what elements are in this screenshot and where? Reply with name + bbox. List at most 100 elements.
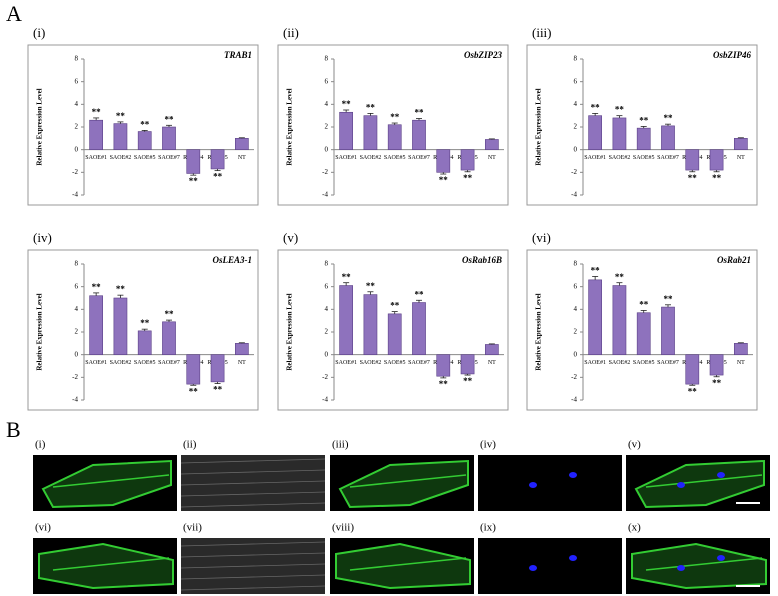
image-label: (vii) bbox=[183, 522, 202, 534]
x-tick-label: NT bbox=[737, 155, 745, 161]
image-label: (iii) bbox=[332, 439, 349, 451]
significance: ** bbox=[92, 282, 102, 292]
chart-label: (i) bbox=[33, 25, 45, 40]
y-tick-label: 4 bbox=[75, 305, 79, 313]
cell-outline bbox=[38, 542, 174, 590]
bar bbox=[162, 126, 176, 150]
significance: ** bbox=[189, 176, 199, 186]
y-axis-label: Relative Expression Level bbox=[286, 88, 294, 165]
cell-wall bbox=[180, 541, 326, 547]
panel-label: A bbox=[6, 1, 22, 26]
y-tick-label: 0 bbox=[325, 350, 329, 358]
significance: ** bbox=[688, 173, 698, 183]
significance: ** bbox=[390, 112, 400, 122]
x-tick-label: NT bbox=[238, 155, 246, 161]
y-tick-label: -2 bbox=[72, 373, 78, 381]
cell-wall bbox=[180, 480, 326, 486]
y-tick-label: 8 bbox=[574, 55, 578, 63]
y-tick-label: -2 bbox=[571, 373, 577, 381]
cell-wall bbox=[52, 557, 170, 571]
bar bbox=[363, 115, 378, 150]
y-tick-label: -2 bbox=[571, 168, 577, 176]
x-tick-label: SAOE#2 bbox=[609, 360, 631, 366]
cell-outline bbox=[338, 459, 469, 509]
significance: ** bbox=[463, 173, 473, 183]
x-tick-label: SAOE#7 bbox=[158, 155, 180, 161]
x-tick-label: SAOE#2 bbox=[110, 155, 132, 161]
x-tick-label: SAOE#2 bbox=[360, 155, 382, 161]
y-tick-label: -4 bbox=[571, 191, 577, 199]
significance: ** bbox=[591, 102, 601, 112]
chart-label: (ii) bbox=[283, 25, 299, 40]
cell-outline bbox=[41, 459, 172, 509]
significance: ** bbox=[415, 108, 425, 118]
y-tick-label: -4 bbox=[72, 191, 78, 199]
panel-label: B bbox=[6, 417, 21, 442]
cell-wall bbox=[180, 502, 326, 508]
x-tick-label: SAOE#5 bbox=[633, 155, 655, 161]
significance: ** bbox=[366, 281, 376, 291]
significance: ** bbox=[165, 114, 175, 124]
y-tick-label: 2 bbox=[325, 123, 329, 131]
bar bbox=[210, 149, 225, 170]
chart-title: OsLEA3-1 bbox=[212, 255, 252, 265]
y-tick-label: 0 bbox=[574, 145, 578, 153]
y-tick-label: 6 bbox=[574, 77, 578, 85]
y-tick-label: 4 bbox=[325, 305, 329, 313]
bar bbox=[339, 285, 354, 355]
significance: ** bbox=[213, 172, 223, 182]
significance: ** bbox=[366, 102, 376, 112]
chart-frame bbox=[27, 44, 259, 206]
y-tick-label: 4 bbox=[574, 305, 578, 313]
cell-outline bbox=[634, 459, 765, 509]
y-tick-label: 0 bbox=[75, 145, 79, 153]
cell-wall bbox=[349, 557, 467, 571]
bar bbox=[113, 297, 128, 355]
nucleus bbox=[677, 565, 685, 571]
y-tick-label: -4 bbox=[571, 396, 577, 404]
x-tick-label: SAOE#5 bbox=[384, 360, 406, 366]
bar bbox=[235, 343, 249, 355]
significance: ** bbox=[664, 294, 674, 304]
significance: ** bbox=[213, 385, 223, 395]
significance: ** bbox=[615, 105, 625, 115]
bar bbox=[661, 125, 675, 150]
y-tick-label: -4 bbox=[322, 396, 328, 404]
chart-title: TRAB1 bbox=[224, 50, 252, 60]
x-tick-label: SAOE#7 bbox=[158, 360, 180, 366]
bar bbox=[484, 139, 499, 150]
nucleus bbox=[717, 555, 725, 561]
significance: ** bbox=[615, 272, 625, 282]
nucleus bbox=[529, 482, 537, 488]
y-tick-label: 0 bbox=[325, 145, 329, 153]
x-tick-label: SAOE#1 bbox=[85, 360, 107, 366]
bar bbox=[661, 306, 675, 355]
cell-wall bbox=[349, 474, 467, 488]
y-tick-label: 8 bbox=[574, 260, 578, 268]
significance: ** bbox=[688, 386, 698, 396]
bar bbox=[460, 354, 475, 375]
significance: ** bbox=[639, 300, 649, 310]
x-tick-label: NT bbox=[488, 155, 496, 161]
y-tick-label: -4 bbox=[322, 191, 328, 199]
chart-frame bbox=[526, 44, 758, 206]
image-label: (ii) bbox=[183, 439, 197, 451]
y-tick-label: -2 bbox=[72, 168, 78, 176]
chart-title: OsRab21 bbox=[717, 255, 751, 265]
bar bbox=[612, 117, 627, 150]
cell-wall bbox=[180, 552, 326, 558]
cell-wall bbox=[180, 563, 326, 569]
cell-wall bbox=[180, 469, 326, 475]
x-tick-label: SAOE#2 bbox=[360, 360, 382, 366]
x-tick-label: SAOE#2 bbox=[110, 360, 132, 366]
bar bbox=[235, 138, 249, 150]
nucleus bbox=[529, 565, 537, 571]
x-tick-label: NT bbox=[737, 360, 745, 366]
image-label: (iv) bbox=[480, 439, 496, 451]
significance: ** bbox=[116, 284, 126, 294]
x-tick-label: SAOE#7 bbox=[657, 360, 679, 366]
cell-wall bbox=[180, 458, 326, 464]
significance: ** bbox=[639, 115, 649, 125]
chart-label: (iv) bbox=[33, 230, 52, 245]
